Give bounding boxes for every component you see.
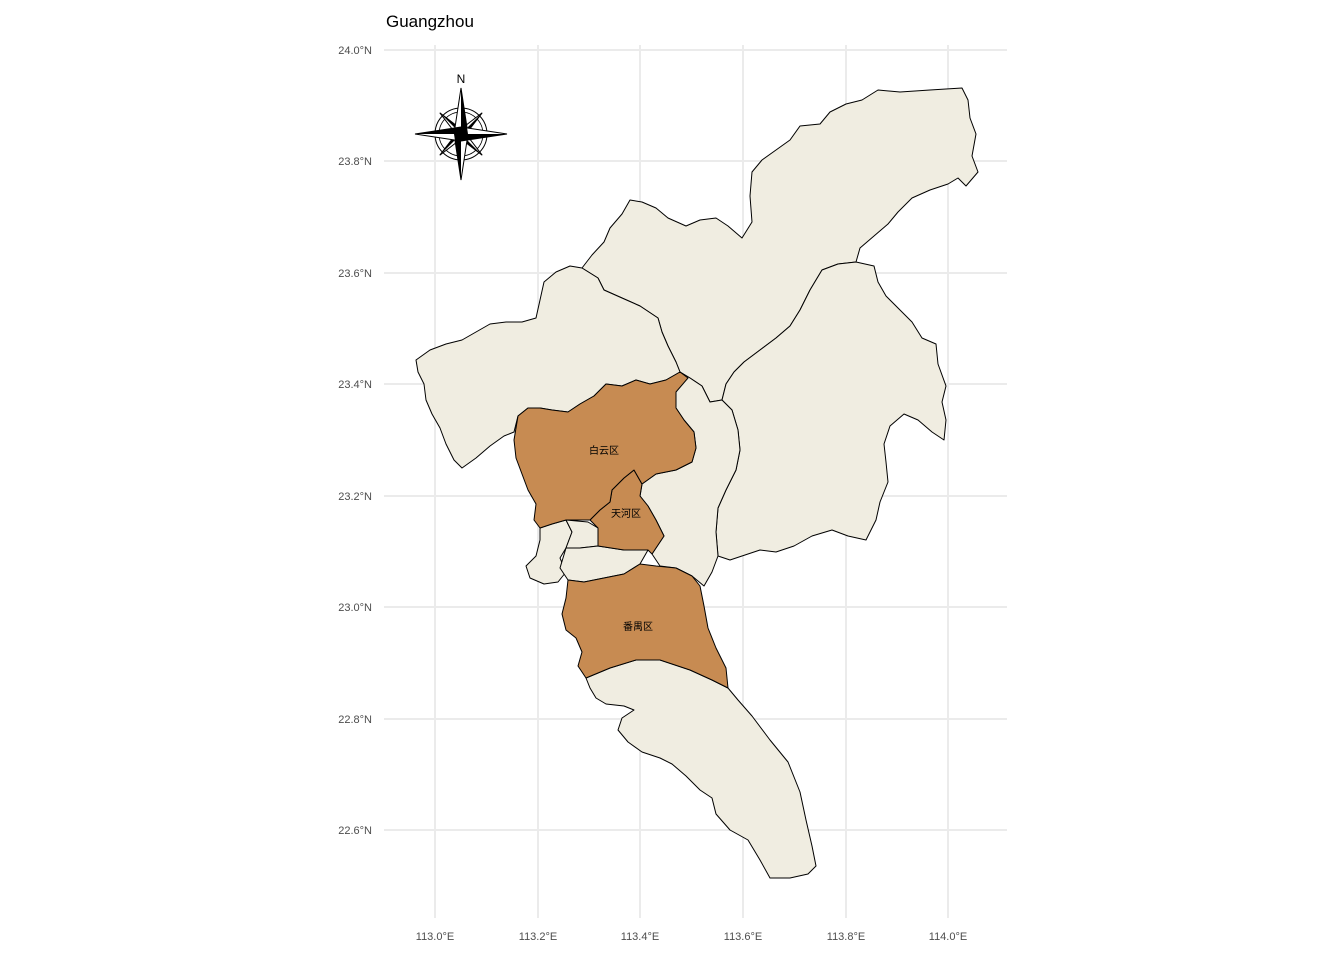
district-baiyun[interactable]: [513, 371, 697, 529]
y-tick-label: 22.6°N: [338, 825, 372, 837]
district-nansha[interactable]: [585, 659, 817, 879]
district-panyu[interactable]: [561, 563, 729, 689]
north-label: N: [457, 72, 466, 86]
y-tick-label: 23.4°N: [338, 379, 372, 391]
x-tick-label: 113.6°E: [724, 931, 762, 943]
district-label-panyu: 番禺区: [623, 621, 653, 633]
y-tick-label: 22.8°N: [338, 714, 372, 726]
districts: [415, 87, 979, 879]
x-tick-label: 113.0°E: [416, 931, 454, 943]
district-label-baiyun: 白云区: [589, 444, 619, 457]
y-tick-label: 23.6°N: [338, 268, 372, 280]
x-tick-label: 114.0°E: [929, 931, 967, 943]
x-tick-label: 113.8°E: [827, 931, 865, 943]
y-tick-label: 23.8°N: [338, 156, 372, 168]
district-zengcheng[interactable]: [715, 261, 947, 561]
district-label-tianhe: 天河区: [611, 508, 641, 520]
district-labels: 白云区 天河区 番禺区: [589, 444, 653, 633]
compass-rose-icon: N: [414, 72, 508, 181]
y-tick-label: 24.0°N: [338, 45, 372, 57]
map-title: Guangzhou: [386, 12, 474, 31]
y-axis-labels: 24.0°N 23.8°N 23.6°N 23.4°N 23.2°N 23.0°…: [338, 45, 372, 837]
x-axis-labels: 113.0°E 113.2°E 113.4°E 113.6°E 113.8°E …: [416, 931, 967, 943]
district-yuexiu[interactable]: [565, 519, 599, 549]
x-tick-label: 113.4°E: [621, 931, 659, 943]
x-tick-label: 113.2°E: [519, 931, 557, 943]
y-tick-label: 23.0°N: [338, 602, 372, 614]
y-tick-label: 23.2°N: [338, 491, 372, 503]
